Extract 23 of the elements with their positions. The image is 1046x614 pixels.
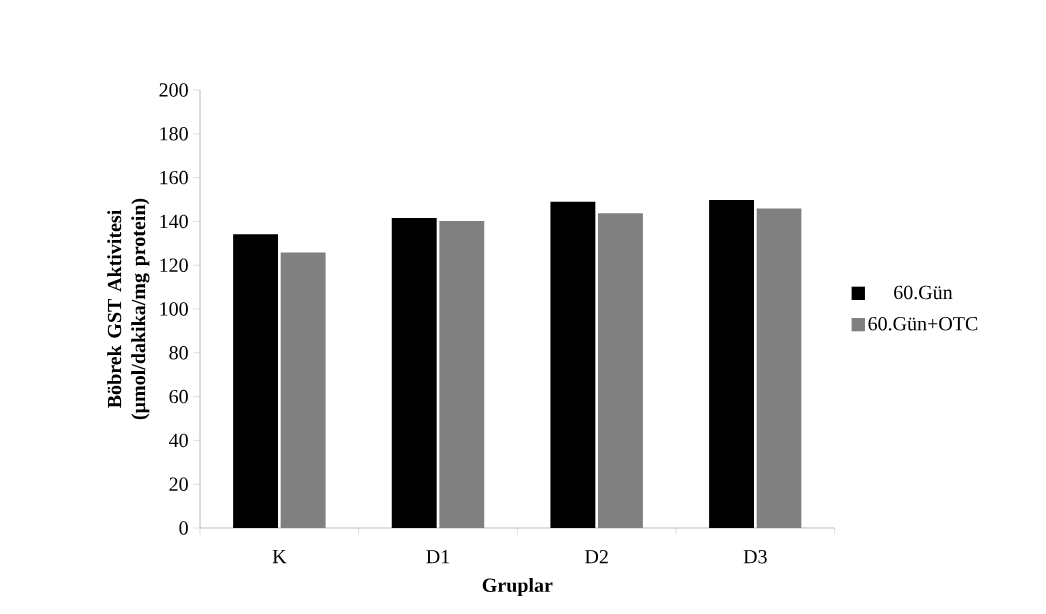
bar xyxy=(233,234,279,528)
y-tick-label: 160 xyxy=(160,170,188,185)
y-tick-label: 0 xyxy=(179,521,188,535)
y-tick-label: 20 xyxy=(169,477,188,491)
x-tick-label: D1 xyxy=(426,550,450,564)
legend-label: 60.Gün+OTC xyxy=(868,316,978,331)
y-tick-label: 140 xyxy=(160,214,188,229)
y-tick-label: 40 xyxy=(169,433,188,448)
bar xyxy=(391,218,437,528)
y-tick-label: 120 xyxy=(160,258,188,272)
x-tick-label: D3 xyxy=(743,550,767,564)
y-tick-label: 60 xyxy=(169,389,188,404)
y-tick-label: 180 xyxy=(160,127,188,141)
bar xyxy=(550,201,596,528)
x-axis-title: Gruplar xyxy=(482,577,553,597)
bar xyxy=(709,199,754,528)
x-tick-label: K xyxy=(272,550,287,564)
x-tick-label: D2 xyxy=(585,550,608,564)
y-axis-title: Böbrek GST Aktivitesi (µmol/dakika/mg protein) xyxy=(107,198,150,420)
y-tick-label: 80 xyxy=(169,346,188,360)
y-tick-label: 100 xyxy=(160,302,188,316)
y-tick-label: 200 xyxy=(159,83,188,97)
legend-label: 60.Gün xyxy=(894,285,953,300)
